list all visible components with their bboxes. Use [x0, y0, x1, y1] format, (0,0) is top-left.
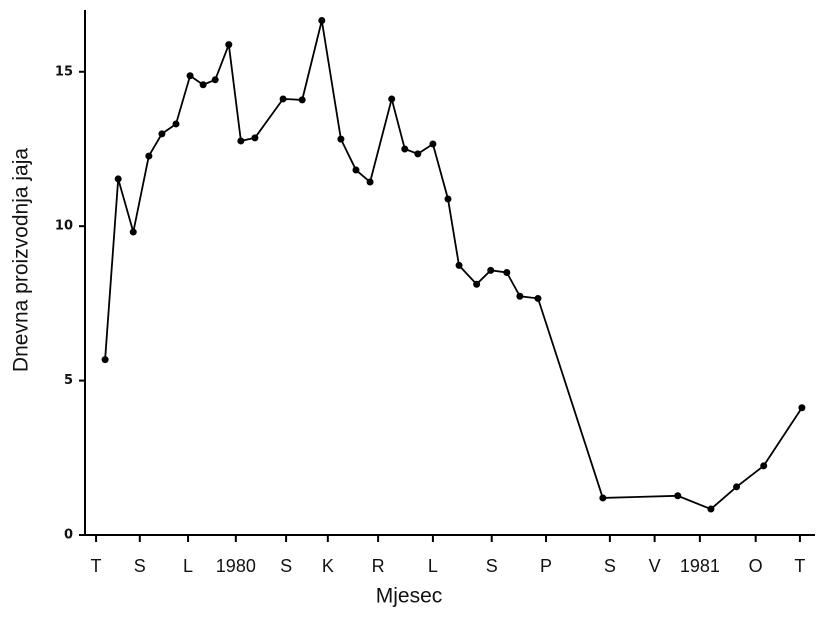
data-point — [145, 152, 153, 160]
y-axis-label: Dnevna proizvodnja jaja — [10, 148, 33, 372]
data-point — [429, 140, 437, 148]
data-point — [199, 81, 207, 89]
x-tick-label: R — [372, 556, 385, 576]
data-point — [760, 462, 768, 470]
x-tick-label: T — [91, 556, 102, 576]
x-tick-label: T — [794, 556, 805, 576]
data-point — [279, 95, 287, 103]
x-tick-label: L — [428, 556, 438, 576]
y-tick-label: 10 — [55, 219, 73, 234]
y-tick-label: 15 — [55, 64, 73, 79]
data-point — [444, 195, 452, 203]
x-tick-label: S — [604, 556, 616, 576]
x-tick-label: S — [486, 556, 498, 576]
x-tick-label: 1980 — [216, 556, 256, 576]
data-point — [251, 134, 259, 142]
data-point — [798, 404, 806, 412]
x-tick-label: K — [322, 556, 334, 576]
data-point — [298, 96, 306, 104]
data-point — [473, 280, 481, 288]
data-point — [237, 137, 245, 145]
data-point — [129, 228, 137, 236]
data-point — [101, 356, 109, 364]
data-point — [211, 76, 219, 84]
data-point — [352, 166, 360, 174]
data-point — [599, 494, 607, 502]
x-tick-label: V — [649, 556, 661, 576]
data-point — [733, 483, 741, 491]
data-point — [401, 145, 409, 153]
data-point — [455, 261, 463, 269]
x-tick-label: S — [134, 556, 146, 576]
data-point — [534, 294, 542, 302]
y-tick-label: 0 — [64, 528, 73, 543]
data-point — [487, 266, 495, 274]
x-tick-label: O — [749, 556, 763, 576]
data-point — [503, 269, 511, 276]
data-point — [366, 178, 374, 186]
y-tick-label: 5 — [64, 373, 73, 388]
data-point — [158, 130, 166, 138]
data-point — [318, 17, 326, 24]
x-tick-label: P — [540, 556, 552, 576]
x-axis-label: Mjesec — [376, 585, 443, 608]
data-point — [674, 492, 682, 500]
data-point — [114, 175, 122, 183]
data-point — [337, 135, 345, 143]
data-line — [104, 20, 803, 511]
data-point — [225, 41, 233, 49]
data-point — [388, 95, 396, 103]
x-tick-label: 1981 — [680, 556, 720, 576]
x-tick-label: S — [280, 556, 292, 576]
data-point — [414, 150, 422, 158]
x-tick-label: L — [183, 556, 193, 576]
data-point — [707, 505, 715, 513]
data-point — [172, 120, 180, 128]
data-point — [186, 72, 194, 80]
data-point — [516, 292, 524, 300]
